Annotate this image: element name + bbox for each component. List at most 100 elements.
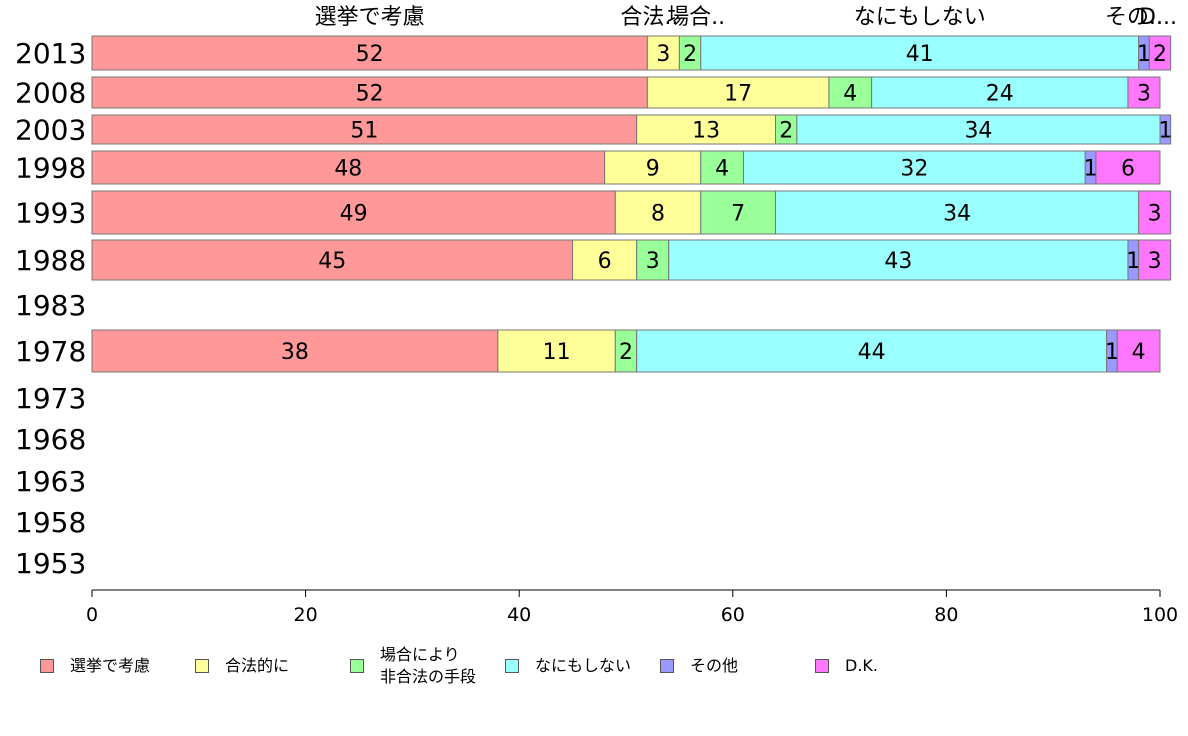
x-tick-label-20: 20 bbox=[294, 604, 318, 626]
data-label-2003-3: 34 bbox=[964, 119, 992, 144]
x-tick-label-60: 60 bbox=[721, 604, 745, 626]
category-label-1958: 1958 bbox=[15, 506, 86, 539]
data-label-1988-3: 43 bbox=[884, 249, 912, 274]
series-top-label-5: D... bbox=[1139, 5, 1177, 30]
legend-swatch-5 bbox=[815, 659, 829, 673]
data-label-2008-1: 17 bbox=[724, 82, 752, 107]
legend-item-3: なにもしない bbox=[505, 642, 631, 690]
category-label-1998: 1998 bbox=[15, 152, 86, 185]
data-label-2003-1: 13 bbox=[692, 119, 720, 144]
category-label-2013: 2013 bbox=[15, 37, 86, 70]
legend-item-5: D.K. bbox=[815, 642, 878, 690]
data-label-1988-1: 6 bbox=[598, 249, 612, 274]
legend-item-1: 合法的に bbox=[195, 642, 289, 690]
data-label-1998-5: 6 bbox=[1121, 157, 1135, 182]
bar-segment-1988-2 bbox=[636, 239, 670, 281]
data-label-1988-2: 3 bbox=[646, 249, 660, 274]
bar-segment-1993-0 bbox=[91, 190, 616, 235]
data-label-1988-4: 1 bbox=[1126, 249, 1140, 274]
data-label-1988-5: 3 bbox=[1148, 249, 1162, 274]
data-label-2013-1: 3 bbox=[656, 42, 670, 67]
data-label-2003-2: 2 bbox=[779, 119, 793, 144]
data-label-1998-0: 48 bbox=[334, 157, 362, 182]
series-top-label-4: その.. bbox=[1105, 5, 1163, 30]
legend-swatch-4 bbox=[660, 659, 674, 673]
data-label-2003-4: 1 bbox=[1158, 119, 1172, 144]
data-label-2013-2: 2 bbox=[683, 42, 697, 67]
category-label-1973: 1973 bbox=[15, 382, 86, 415]
bar-segment-2003-4 bbox=[1159, 114, 1172, 145]
category-label-1963: 1963 bbox=[15, 465, 86, 498]
bar-segment-1978-1 bbox=[497, 329, 616, 373]
data-label-1978-3: 44 bbox=[858, 340, 886, 365]
data-label-1993-2: 7 bbox=[731, 202, 745, 227]
bar-segment-1978-0 bbox=[91, 329, 499, 373]
data-label-1993-3: 34 bbox=[943, 202, 971, 227]
bar-segment-1998-0 bbox=[91, 150, 606, 185]
data-label-1978-5: 4 bbox=[1132, 340, 1146, 365]
legend-label-4: その他 bbox=[690, 656, 739, 675]
data-label-1998-2: 4 bbox=[715, 157, 729, 182]
x-tick-label-80: 80 bbox=[934, 604, 958, 626]
category-label-1968: 1968 bbox=[15, 423, 86, 456]
legend-swatch-3 bbox=[505, 659, 519, 673]
data-label-1978-4: 1 bbox=[1105, 340, 1119, 365]
bar-segment-1978-5 bbox=[1116, 329, 1161, 373]
category-label-1978: 1978 bbox=[15, 335, 86, 368]
legend-label-2: 場合により 非合法の手段 bbox=[380, 645, 477, 686]
data-label-1998-3: 32 bbox=[900, 157, 928, 182]
data-label-1978-0: 38 bbox=[281, 340, 309, 365]
bar-segment-2013-0 bbox=[91, 35, 648, 71]
bar-segment-1998-1 bbox=[604, 150, 702, 185]
bar-segment-2013-3 bbox=[700, 35, 1140, 71]
bar-segment-1998-5 bbox=[1095, 150, 1161, 185]
data-label-2003-0: 51 bbox=[350, 119, 378, 144]
legend-label-1: 合法的に bbox=[225, 656, 290, 675]
data-label-1998-4: 1 bbox=[1084, 157, 1098, 182]
legend-label-5: D.K. bbox=[845, 656, 878, 675]
data-label-2008-5: 3 bbox=[1137, 82, 1151, 107]
x-tick-label-100: 100 bbox=[1142, 604, 1178, 626]
category-label-1953: 1953 bbox=[15, 547, 86, 580]
bar-segment-1998-2 bbox=[700, 150, 744, 185]
data-label-2008-3: 24 bbox=[986, 82, 1014, 107]
series-top-label-1: 合法.. bbox=[620, 5, 678, 30]
legend-item-2: 場合により 非合法の手段 bbox=[350, 642, 476, 690]
bar-segment-1988-5 bbox=[1138, 239, 1172, 281]
series-top-label-3: なにもしない bbox=[854, 5, 986, 30]
data-label-2008-2: 4 bbox=[843, 82, 857, 107]
category-label-2003: 2003 bbox=[15, 114, 86, 147]
legend-item-4: その他 bbox=[660, 642, 738, 690]
category-label-1993: 1993 bbox=[15, 197, 86, 230]
bar-segment-1993-5 bbox=[1138, 190, 1172, 235]
data-label-2013-4: 1 bbox=[1137, 42, 1151, 67]
bar-segment-2013-1 bbox=[646, 35, 680, 71]
data-label-1988-0: 45 bbox=[318, 249, 346, 274]
series-top-label-2: 場合.. bbox=[667, 5, 725, 30]
data-label-1993-1: 8 bbox=[651, 202, 665, 227]
bar-segment-1988-1 bbox=[572, 239, 638, 281]
bar-segment-2008-5 bbox=[1127, 76, 1161, 109]
bar-segment-1993-2 bbox=[700, 190, 777, 235]
data-label-2013-3: 41 bbox=[906, 42, 934, 67]
data-label-2013-0: 52 bbox=[356, 42, 384, 67]
bar-segment-2008-0 bbox=[91, 76, 648, 109]
data-label-1978-2: 2 bbox=[619, 340, 633, 365]
bar-segment-2008-2 bbox=[828, 76, 873, 109]
legend-swatch-2 bbox=[350, 659, 364, 673]
legend-swatch-1 bbox=[195, 659, 209, 673]
category-label-1988: 1988 bbox=[15, 244, 86, 277]
data-label-1978-1: 11 bbox=[543, 340, 571, 365]
bar-segment-2003-3 bbox=[796, 114, 1161, 145]
legend: 選挙で考慮 合法的に 場合により 非合法の手段 なにもしない その他 D.K. bbox=[40, 642, 1140, 690]
data-label-1998-1: 9 bbox=[646, 157, 660, 182]
category-label-1983: 1983 bbox=[15, 289, 86, 322]
bar-segment-1998-3 bbox=[742, 150, 1086, 185]
legend-item-0: 選挙で考慮 bbox=[40, 642, 150, 690]
data-label-2013-5: 2 bbox=[1153, 42, 1167, 67]
x-tick-label-0: 0 bbox=[86, 604, 98, 626]
legend-label-0: 選挙で考慮 bbox=[70, 656, 151, 675]
bar-segment-1988-3 bbox=[668, 239, 1129, 281]
